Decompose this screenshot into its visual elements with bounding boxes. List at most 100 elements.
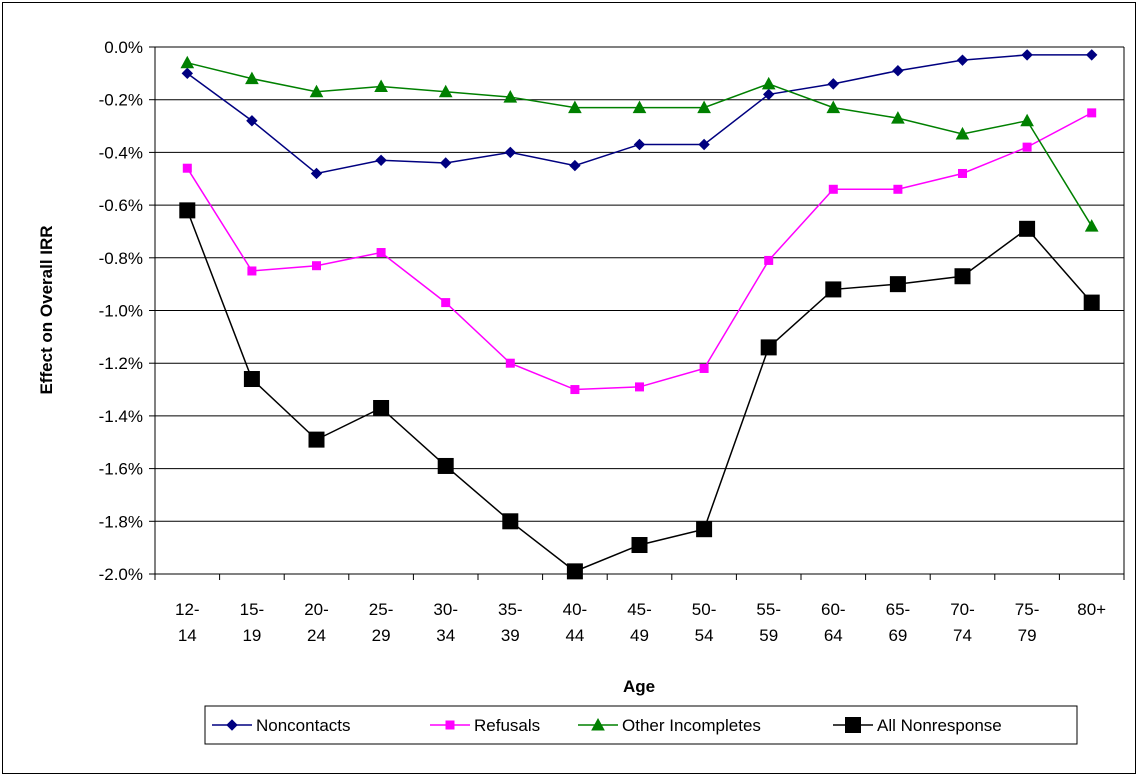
data-point xyxy=(1083,294,1100,311)
data-point xyxy=(697,100,711,114)
x-tick-labels: 12-14 15-19 20-24 25-29 30-34 35-39 40-44 45-49… xyxy=(175,600,1106,645)
x-tick-label: 50-54 xyxy=(692,600,717,645)
y-tick-label: -0.6% xyxy=(99,196,143,215)
x-tick-label: 12-14 xyxy=(175,600,200,645)
legend-item: Other Incompletes xyxy=(578,716,761,735)
data-point xyxy=(892,65,904,77)
data-point xyxy=(893,184,903,194)
x-tick-label: 40-44 xyxy=(563,600,588,645)
data-point xyxy=(308,431,325,448)
data-point xyxy=(1022,142,1032,152)
y-tick-label: -2.0% xyxy=(99,565,143,584)
data-point xyxy=(310,167,323,180)
x-tick-label: 80+ xyxy=(1077,600,1106,619)
data-point xyxy=(762,88,775,101)
x-tick-label: 25-29 xyxy=(369,600,394,645)
data-point xyxy=(591,717,605,731)
series-group xyxy=(179,49,1100,580)
data-point xyxy=(955,126,970,140)
data-point xyxy=(699,363,709,373)
y-tick-label: -0.4% xyxy=(99,143,143,162)
data-point xyxy=(825,281,842,298)
data-point xyxy=(505,358,515,368)
legend-item: Noncontacts xyxy=(212,716,351,735)
data-point xyxy=(826,100,841,114)
y-tick-label: -1.4% xyxy=(99,407,143,426)
data-point xyxy=(246,115,258,127)
data-point xyxy=(760,339,777,356)
x-tick-label: 15-19 xyxy=(240,600,265,645)
data-point xyxy=(1087,108,1097,118)
data-point xyxy=(441,298,451,308)
data-point xyxy=(247,266,257,276)
data-point xyxy=(828,184,838,194)
series-other-incompletes xyxy=(180,55,1099,232)
data-point xyxy=(566,563,583,580)
data-point xyxy=(845,717,861,733)
x-tick-label: 65-69 xyxy=(886,600,911,645)
data-point xyxy=(1020,113,1034,127)
legend: Noncontacts Refusals Other Incompletes All … xyxy=(204,705,1078,745)
data-point xyxy=(439,157,452,169)
y-tick-label: -0.2% xyxy=(99,91,143,110)
data-point xyxy=(1021,49,1033,61)
data-point xyxy=(891,111,905,124)
x-tick-label: 60-64 xyxy=(821,600,846,645)
gridlines xyxy=(149,46,1125,580)
legend-label: Other Incompletes xyxy=(622,716,761,735)
series-all-nonresponse xyxy=(179,202,1100,580)
x-tick-label: 20-24 xyxy=(304,600,329,645)
y-axis-title: Effect on Overall IRR xyxy=(37,225,56,394)
data-point xyxy=(570,385,580,395)
data-point xyxy=(312,261,321,271)
x-tick-label: 75-79 xyxy=(1015,600,1040,645)
data-point xyxy=(179,202,196,219)
legend-item: Refusals xyxy=(430,716,540,735)
legend-label: Noncontacts xyxy=(256,716,351,735)
data-point xyxy=(635,382,644,392)
data-point xyxy=(182,163,192,173)
data-point xyxy=(373,399,390,416)
legend-box xyxy=(204,705,1078,745)
data-point xyxy=(245,71,259,85)
x-axis-title: Age xyxy=(623,677,655,696)
data-point xyxy=(632,100,647,114)
data-point xyxy=(1019,220,1036,237)
data-point xyxy=(764,255,774,265)
y-tick-label: 0.0% xyxy=(104,38,143,57)
data-point xyxy=(504,146,517,159)
data-point xyxy=(568,100,582,114)
y-tick-label: -1.8% xyxy=(99,512,143,531)
y-tick-label: -1.2% xyxy=(99,354,143,373)
data-point xyxy=(958,168,967,178)
data-point xyxy=(503,90,518,103)
data-point xyxy=(827,78,840,90)
data-point xyxy=(309,84,324,98)
y-tick-label: -1.6% xyxy=(99,460,143,479)
y-tick-labels: 0.0% -0.2% -0.4% -0.6% -0.8% -1.0% -1.2% -1.4% -… xyxy=(99,38,143,584)
data-point xyxy=(761,76,776,90)
data-point xyxy=(954,268,971,285)
data-point xyxy=(445,720,455,730)
x-tick-label: 35-39 xyxy=(498,600,523,645)
legend-label: All Nonresponse xyxy=(877,716,1002,735)
legend-label: Refusals xyxy=(474,716,540,735)
data-point xyxy=(243,371,260,388)
data-point xyxy=(633,138,646,151)
data-point xyxy=(181,67,194,80)
data-point xyxy=(180,55,195,69)
x-tick-label: 30-34 xyxy=(433,600,458,645)
data-point xyxy=(698,138,710,151)
data-point xyxy=(569,159,581,172)
data-point xyxy=(438,84,453,98)
data-point xyxy=(889,276,906,293)
x-tick-label: 45-49 xyxy=(627,600,652,645)
data-point xyxy=(1085,49,1098,61)
series-noncontacts xyxy=(181,49,1098,180)
series-refusals xyxy=(182,108,1097,395)
data-point xyxy=(375,154,387,167)
data-point xyxy=(956,54,969,66)
legend-item: All Nonresponse xyxy=(833,716,1002,735)
data-point xyxy=(376,248,386,258)
